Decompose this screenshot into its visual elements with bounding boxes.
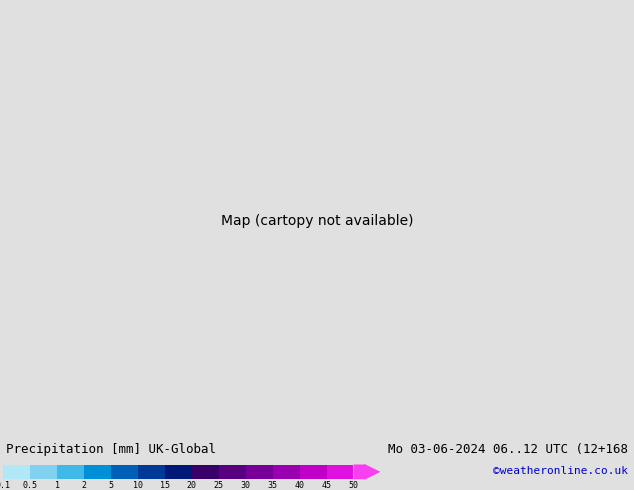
Bar <box>84 465 111 479</box>
Text: 2: 2 <box>82 481 86 490</box>
Text: ©weatheronline.co.uk: ©weatheronline.co.uk <box>493 466 628 476</box>
Text: 35: 35 <box>268 481 278 490</box>
Text: 20: 20 <box>187 481 197 490</box>
Bar <box>219 465 245 479</box>
Text: Map (cartopy not available): Map (cartopy not available) <box>221 214 413 227</box>
Bar <box>3 465 30 479</box>
Bar <box>138 465 165 479</box>
Bar <box>165 465 191 479</box>
Bar <box>245 465 273 479</box>
Bar <box>327 465 354 479</box>
Text: 30: 30 <box>241 481 250 490</box>
Bar <box>299 465 327 479</box>
FancyArrow shape <box>354 464 380 480</box>
Bar <box>30 465 57 479</box>
Text: 1: 1 <box>55 481 60 490</box>
Text: 25: 25 <box>214 481 224 490</box>
Bar <box>111 465 138 479</box>
Text: 50: 50 <box>349 481 358 490</box>
Text: 0.1: 0.1 <box>0 481 11 490</box>
Text: 10: 10 <box>133 481 143 490</box>
Text: 40: 40 <box>295 481 304 490</box>
Text: 15: 15 <box>160 481 170 490</box>
Text: Precipitation [mm] UK-Global: Precipitation [mm] UK-Global <box>6 443 216 457</box>
Text: Mo 03-06-2024 06..12 UTC (12+168: Mo 03-06-2024 06..12 UTC (12+168 <box>387 443 628 457</box>
Text: 45: 45 <box>321 481 332 490</box>
Text: 5: 5 <box>108 481 113 490</box>
Text: 0.5: 0.5 <box>23 481 37 490</box>
Bar <box>57 465 84 479</box>
Bar <box>273 465 299 479</box>
Bar <box>191 465 219 479</box>
